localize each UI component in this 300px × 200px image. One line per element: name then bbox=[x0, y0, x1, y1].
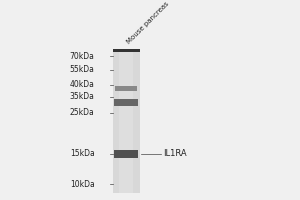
Text: 15kDa: 15kDa bbox=[70, 149, 94, 158]
Text: 25kDa: 25kDa bbox=[70, 108, 94, 117]
Text: IL1RA: IL1RA bbox=[164, 149, 187, 158]
Bar bbox=[112, 49, 140, 193]
Text: 40kDa: 40kDa bbox=[70, 80, 94, 89]
Bar bbox=[112, 49, 140, 52]
Bar bbox=[119, 49, 133, 193]
Text: 10kDa: 10kDa bbox=[70, 180, 94, 189]
Text: Mouse pancreas: Mouse pancreas bbox=[126, 1, 171, 45]
Bar bbox=[114, 99, 138, 106]
Text: 70kDa: 70kDa bbox=[70, 52, 94, 61]
Text: 55kDa: 55kDa bbox=[70, 65, 94, 74]
Text: 35kDa: 35kDa bbox=[70, 92, 94, 101]
Bar bbox=[114, 150, 138, 158]
Bar bbox=[115, 86, 137, 91]
